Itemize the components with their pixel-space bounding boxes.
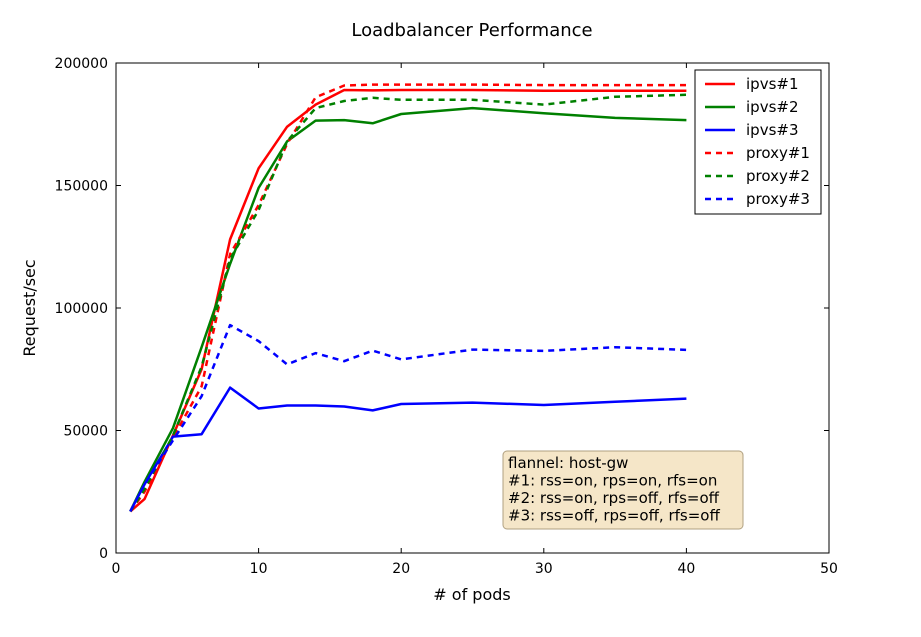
series-line-proxy-3 [129,323,687,512]
x-tick-label: 30 [535,561,553,577]
x-axis-label: # of pods [433,585,510,604]
y-tick-label: 100000 [55,301,108,317]
chart-title: Loadbalancer Performance [351,20,592,41]
legend-frame [694,69,822,215]
annotation-line: #2: rss=on, rps=off, rfs=off [508,489,720,507]
y-axis-label: Request/sec [20,259,39,356]
legend-label: proxy#3 [746,190,810,208]
annotation-line: #3: rss=off, rps=off, rfs=off [508,507,720,525]
series-line-proxy-2 [129,93,687,513]
x-tick-label: 50 [820,561,838,577]
y-tick-label: 150000 [55,179,108,195]
series-lines [129,83,687,513]
y-tick-label: 0 [99,546,108,562]
legend-label: proxy#1 [746,144,810,162]
series-line-ipvs-3 [129,386,687,512]
legend-label: ipvs#3 [746,121,799,139]
series-line-proxy-1 [129,83,687,513]
legend: ipvs#1 ipvs#2 ipvs#3 proxy#1 proxy#2 proxy#3 [694,69,822,215]
x-tick-label: 10 [250,561,268,577]
legend-label: ipvs#1 [746,75,799,93]
annotation-line: #1: rss=on, rps=on, rfs=on [508,472,717,490]
series-line-ipvs-2 [129,106,687,512]
series-line-ipvs-1 [129,88,687,513]
annotation-box: flannel: host-gw#1: rss=on, rps=on, rfs=… [502,450,744,530]
legend-label: proxy#2 [746,167,810,185]
x-tick-label: 40 [677,561,695,577]
x-tick-label: 20 [392,561,410,577]
y-tick-label: 200000 [55,56,108,72]
x-tick-label: 0 [112,561,121,577]
legend-label: ipvs#2 [746,98,799,116]
axis-ticks: 0 10 20 30 40 50 0 50000 100000 150000 200000 [55,56,838,577]
y-tick-label: 50000 [63,424,108,440]
annotation-background [502,450,744,530]
annotation-line: flannel: host-gw [508,454,628,472]
